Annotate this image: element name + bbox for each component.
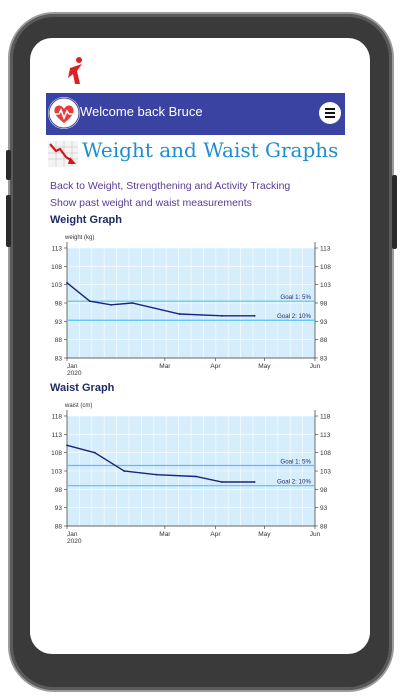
y-tick-label: 108 (51, 450, 62, 457)
y-axis-label: waist (cm) (64, 403, 92, 409)
y-tick-label: 88 (55, 337, 63, 344)
y-tick-label: 103 (51, 282, 62, 289)
y-tick-label: 108 (320, 264, 331, 271)
data-point (221, 314, 223, 317)
x-tick-label: Apr (210, 363, 221, 370)
y-tick-label: 103 (320, 469, 331, 476)
x-tick-label: Jan (67, 531, 78, 538)
y-tick-label: 83 (55, 356, 63, 363)
y-tick-label: 113 (52, 432, 63, 439)
weight-graph-heading: Weight Graph (50, 214, 122, 226)
phone-side-button (6, 150, 11, 180)
goal-label: Goal 2: 10% (277, 313, 312, 320)
y-tick-label: 88 (320, 524, 328, 531)
goal-label: Goal 1: 5% (280, 294, 311, 301)
show-past-measurements-link[interactable]: Show past weight and waist measurements (50, 197, 252, 209)
y-tick-label: 98 (55, 301, 63, 308)
y-tick-label: 103 (51, 469, 62, 476)
y-axis-label: weight (kg) (64, 235, 94, 241)
y-tick-label: 93 (55, 319, 63, 326)
decline-graph-icon (48, 141, 78, 167)
x-tick-label: May (258, 531, 271, 538)
x-tick-label: Jun (310, 363, 321, 370)
data-point (221, 481, 223, 483)
phone-screen: Welcome back Bruce Weight and Waist Grap… (30, 38, 370, 654)
x-tick-label: May (258, 363, 271, 370)
goal-label: Goal 1: 5% (280, 459, 311, 466)
y-tick-label: 113 (320, 246, 331, 253)
waist-graph-heading: Waist Graph (50, 382, 115, 394)
app-header: Welcome back Bruce (46, 93, 345, 135)
data-point (110, 303, 112, 306)
x-tick-label: 2020 (67, 538, 82, 545)
y-tick-label: 98 (320, 301, 328, 308)
y-tick-label: 93 (320, 505, 328, 512)
data-point (66, 281, 68, 284)
app-logo-icon (68, 57, 82, 84)
data-point (253, 481, 256, 483)
back-to-tracking-link[interactable]: Back to Weight, Strengthening and Activi… (50, 180, 291, 192)
data-point (131, 302, 134, 304)
y-tick-label: 118 (320, 414, 331, 421)
data-point (93, 451, 96, 454)
data-point (88, 300, 91, 303)
y-tick-label: 98 (55, 487, 63, 494)
data-point (253, 314, 256, 317)
data-point (66, 444, 68, 447)
y-tick-label: 113 (52, 246, 63, 253)
data-point (123, 470, 126, 472)
y-tick-label: 98 (320, 487, 328, 494)
x-tick-label: Apr (210, 531, 221, 538)
phone-side-button (6, 195, 11, 247)
y-tick-label: 88 (55, 524, 63, 531)
x-tick-label: 2020 (67, 370, 82, 377)
y-tick-label: 108 (51, 264, 62, 271)
x-tick-label: Mar (159, 531, 171, 538)
y-tick-label: 118 (52, 414, 63, 421)
y-tick-label: 93 (320, 319, 328, 326)
y-tick-label: 88 (320, 337, 328, 344)
y-tick-label: 113 (320, 432, 331, 439)
y-tick-label: 83 (320, 356, 328, 363)
heart-logo-icon (48, 97, 80, 129)
data-point (178, 313, 181, 315)
y-tick-label: 108 (320, 450, 331, 457)
page-title: Weight and Waist Graphs (82, 138, 339, 162)
x-tick-label: Jan (67, 363, 78, 370)
menu-button[interactable] (319, 102, 341, 124)
data-point (155, 473, 158, 476)
y-tick-label: 103 (320, 282, 331, 289)
welcome-text: Welcome back Bruce (80, 104, 203, 119)
phone-side-button (392, 175, 397, 249)
x-tick-label: Mar (159, 363, 171, 370)
x-tick-label: Jun (310, 531, 321, 538)
data-point (194, 475, 197, 478)
y-tick-label: 93 (55, 505, 63, 512)
goal-label: Goal 2: 10% (277, 479, 312, 486)
